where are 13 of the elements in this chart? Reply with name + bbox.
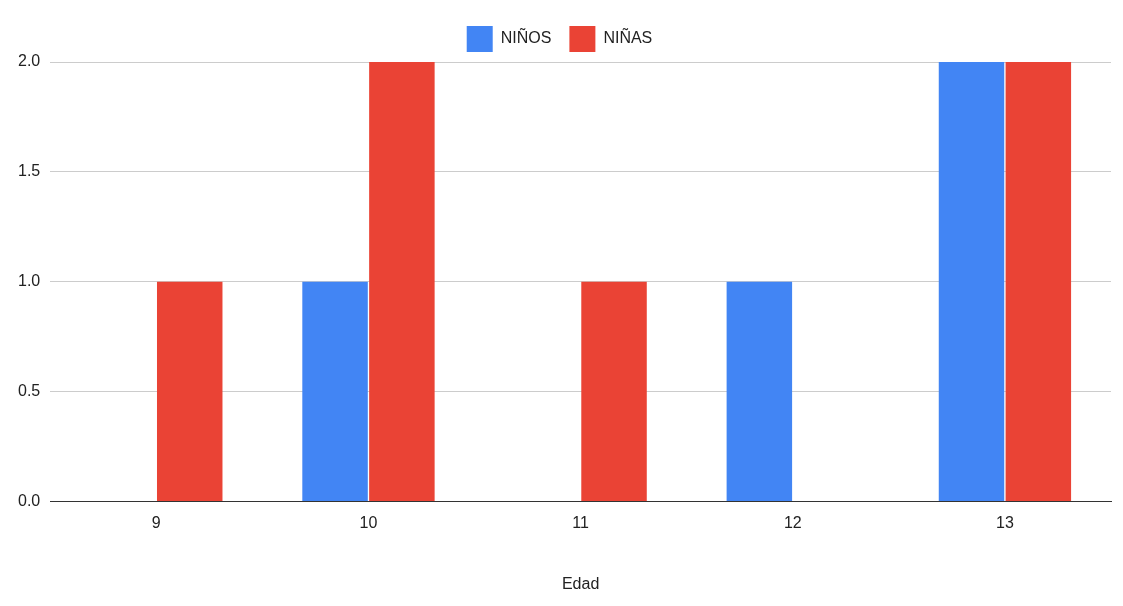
- y-tick-label: 0.0: [17, 492, 41, 510]
- x-tick-label: 11: [572, 513, 590, 531]
- y-tick-label: 1.5: [17, 162, 41, 180]
- legend-label: NIÑAS: [603, 27, 653, 47]
- x-tick-label: 9: [151, 513, 161, 531]
- y-tick-label: 2.0: [17, 52, 41, 70]
- legend-label: NIÑOS: [500, 27, 552, 47]
- y-tick-label: 0.5: [17, 382, 41, 400]
- x-axis-title: Edad: [561, 574, 600, 592]
- y-tick-label: 1.0: [17, 272, 41, 290]
- x-tick-label: 10: [359, 513, 378, 531]
- x-tick-label: 13: [996, 513, 1014, 531]
- x-tick-label: 12: [783, 513, 802, 531]
